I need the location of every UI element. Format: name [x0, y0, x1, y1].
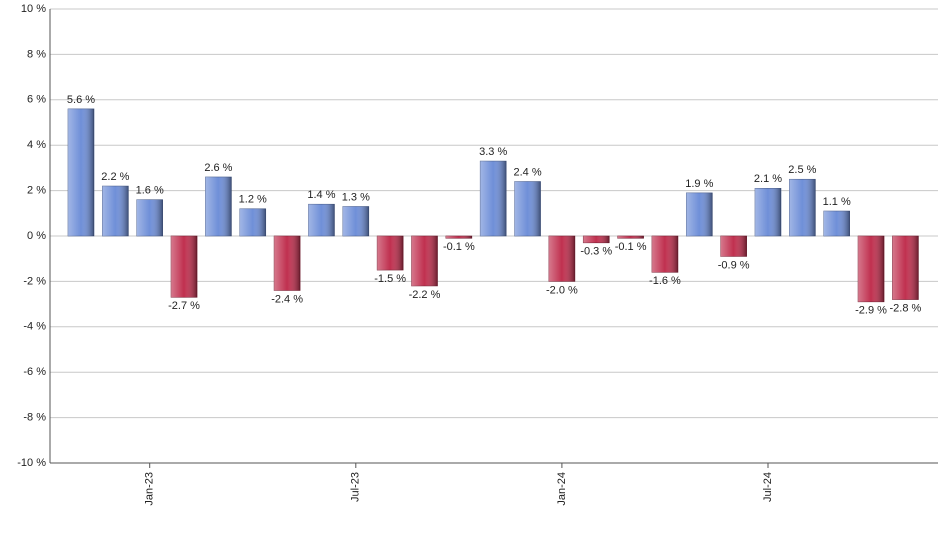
- value-label: 2.1 %: [754, 173, 782, 185]
- x-tick-label: Jan-23: [144, 472, 156, 506]
- bar-shade: [514, 181, 541, 236]
- bar-shade: [445, 236, 472, 239]
- bar-shade: [411, 236, 438, 286]
- y-tick-label: 4 %: [27, 139, 46, 151]
- y-tick-label: 10 %: [21, 3, 46, 15]
- bar-shade: [823, 211, 850, 236]
- value-label: 1.3 %: [342, 191, 370, 203]
- value-label: 2.5 %: [788, 164, 816, 176]
- y-tick-label: 8 %: [27, 48, 46, 60]
- value-label: -0.9 %: [718, 259, 750, 271]
- bar-shade: [136, 199, 163, 236]
- value-label: -0.1 %: [443, 241, 475, 253]
- bar-shade: [342, 206, 369, 236]
- value-label: -0.1 %: [615, 241, 647, 253]
- value-label: -2.7 %: [168, 300, 200, 312]
- value-label: -2.2 %: [409, 289, 441, 301]
- bar-shade: [377, 236, 404, 271]
- bar-shade: [102, 186, 129, 236]
- bar-shade: [205, 176, 232, 236]
- bar-shade: [548, 236, 575, 282]
- value-label: 5.6 %: [67, 94, 95, 106]
- value-label: 2.2 %: [101, 171, 129, 183]
- bar-shade: [858, 236, 885, 302]
- value-label: 1.6 %: [136, 185, 164, 197]
- bar-shade: [755, 188, 781, 236]
- value-label: 1.9 %: [685, 178, 713, 190]
- bar-shade: [171, 236, 198, 298]
- y-tick-label: -10 %: [17, 457, 46, 469]
- value-label: 1.4 %: [307, 189, 335, 201]
- value-label: -1.5 %: [374, 273, 406, 285]
- value-label: 2.4 %: [513, 166, 541, 178]
- y-tick-label: -2 %: [23, 275, 46, 287]
- bar-shade: [239, 208, 266, 236]
- value-label: -2.9 %: [855, 305, 887, 317]
- x-tick-label: Jan-24: [556, 472, 568, 506]
- bar-shade: [274, 236, 301, 291]
- bar-shade: [720, 236, 747, 257]
- value-label: -0.3 %: [580, 246, 612, 258]
- x-tick-label: Jul-24: [762, 472, 774, 502]
- value-label: 1.1 %: [823, 196, 851, 208]
- bar-shade: [617, 236, 644, 239]
- y-tick-label: 0 %: [27, 230, 46, 242]
- value-label: -2.8 %: [890, 302, 922, 314]
- bar-shade: [308, 204, 335, 236]
- value-label: -1.6 %: [649, 275, 681, 287]
- bar-shade: [68, 108, 94, 236]
- bar-shade: [686, 192, 713, 236]
- bar-shade: [583, 236, 610, 243]
- y-tick-label: -8 %: [23, 412, 46, 424]
- y-tick-label: 2 %: [27, 185, 46, 197]
- value-label: 3.3 %: [479, 146, 507, 158]
- value-label: -2.0 %: [546, 284, 578, 296]
- bar-shade: [480, 161, 507, 236]
- value-label: 2.6 %: [204, 162, 232, 174]
- y-tick-label: -6 %: [23, 366, 46, 378]
- y-tick-label: 6 %: [27, 94, 46, 106]
- bar-shade: [892, 236, 919, 300]
- bar-shade: [651, 236, 678, 273]
- value-label: 1.2 %: [239, 194, 267, 206]
- bar-shade: [789, 179, 816, 236]
- value-label: -2.4 %: [271, 293, 303, 305]
- x-tick-label: Jul-23: [350, 472, 362, 502]
- y-tick-label: -4 %: [23, 321, 46, 333]
